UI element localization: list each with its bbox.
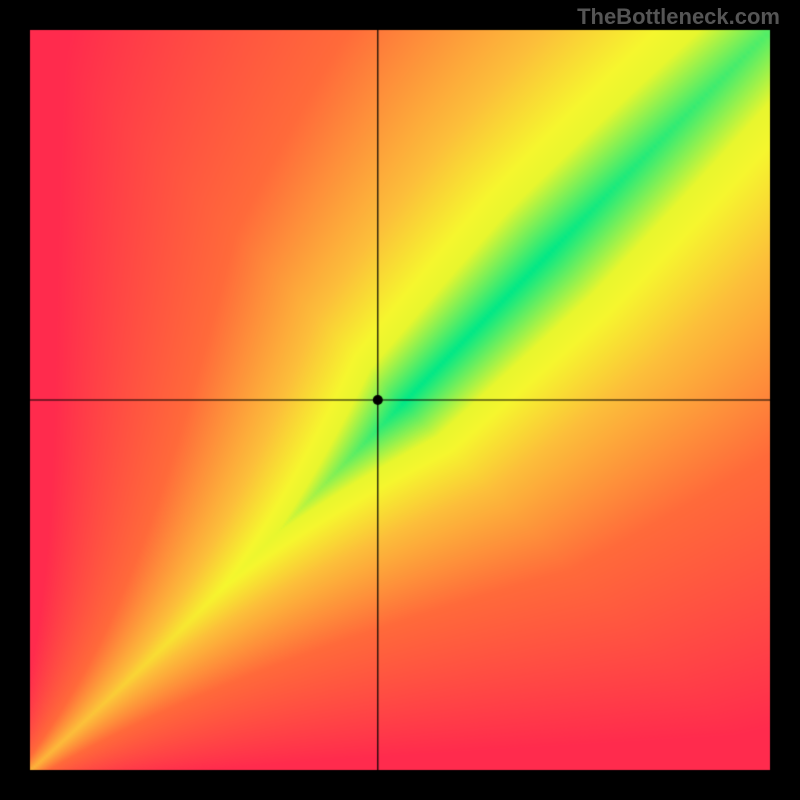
chart-container: TheBottleneck.com [0,0,800,800]
heatmap-canvas [0,0,800,800]
watermark-text: TheBottleneck.com [577,4,780,30]
